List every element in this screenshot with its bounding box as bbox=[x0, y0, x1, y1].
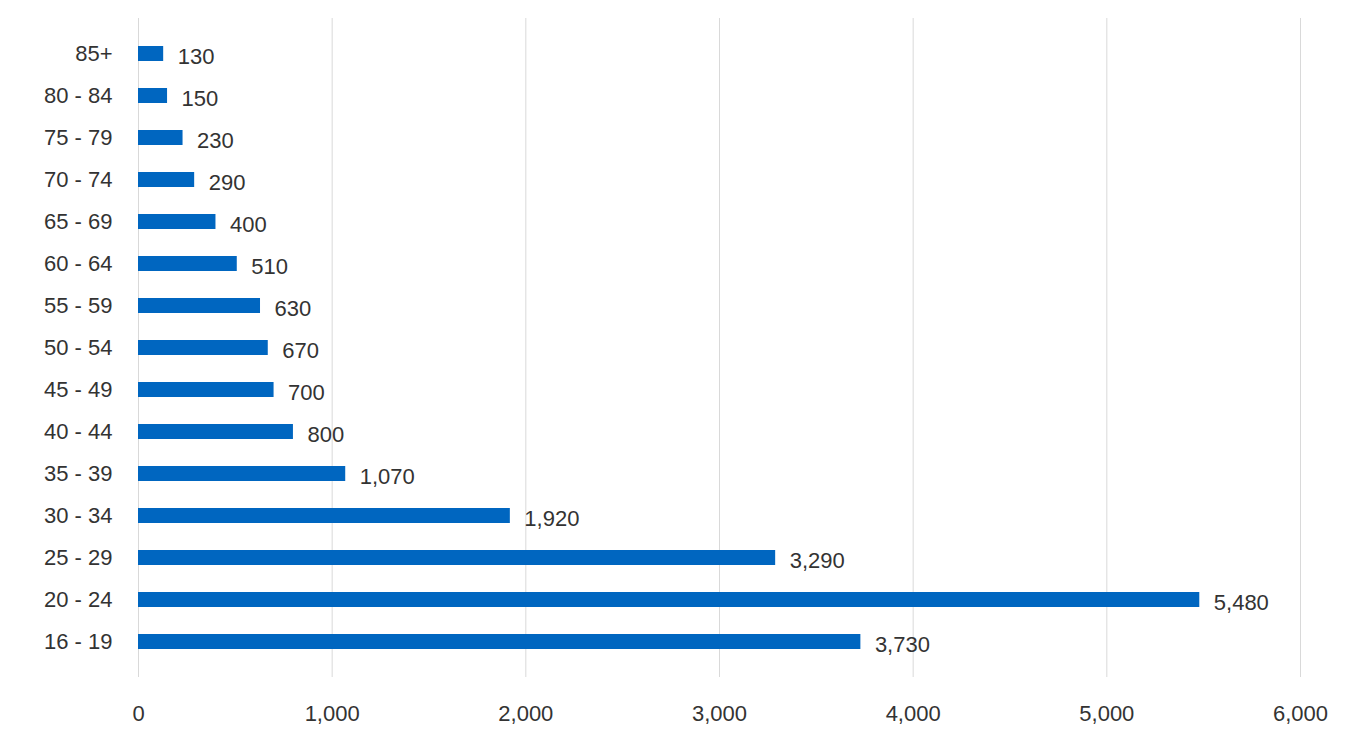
svg-text:65 - 69: 65 - 69 bbox=[44, 209, 113, 234]
svg-text:55 - 59: 55 - 59 bbox=[44, 293, 113, 318]
svg-text:150: 150 bbox=[182, 86, 219, 111]
svg-text:4,000: 4,000 bbox=[886, 701, 941, 726]
svg-text:80 - 84: 80 - 84 bbox=[44, 83, 113, 108]
svg-text:2,000: 2,000 bbox=[498, 701, 553, 726]
svg-text:670: 670 bbox=[282, 338, 319, 363]
svg-text:35 - 39: 35 - 39 bbox=[44, 461, 113, 486]
svg-text:20 - 24: 20 - 24 bbox=[44, 587, 113, 612]
svg-text:3,730: 3,730 bbox=[875, 632, 930, 657]
svg-text:1,920: 1,920 bbox=[524, 506, 579, 531]
svg-text:70 - 74: 70 - 74 bbox=[44, 167, 113, 192]
svg-text:85+: 85+ bbox=[75, 41, 112, 66]
svg-text:6,000: 6,000 bbox=[1273, 701, 1328, 726]
svg-text:1,070: 1,070 bbox=[360, 464, 415, 489]
svg-text:75 - 79: 75 - 79 bbox=[44, 125, 113, 150]
svg-text:40 - 44: 40 - 44 bbox=[44, 419, 113, 444]
svg-text:700: 700 bbox=[288, 380, 325, 405]
svg-text:3,000: 3,000 bbox=[692, 701, 747, 726]
svg-text:0: 0 bbox=[132, 701, 144, 726]
svg-text:60 - 64: 60 - 64 bbox=[44, 251, 113, 276]
svg-text:16 - 19: 16 - 19 bbox=[44, 629, 113, 654]
svg-text:290: 290 bbox=[209, 170, 246, 195]
svg-text:5,480: 5,480 bbox=[1214, 590, 1269, 615]
svg-text:400: 400 bbox=[230, 212, 267, 237]
svg-text:3,290: 3,290 bbox=[790, 548, 845, 573]
svg-text:25 - 29: 25 - 29 bbox=[44, 545, 113, 570]
svg-text:510: 510 bbox=[251, 254, 288, 279]
svg-text:50 - 54: 50 - 54 bbox=[44, 335, 113, 360]
svg-text:45 - 49: 45 - 49 bbox=[44, 377, 113, 402]
svg-text:5,000: 5,000 bbox=[1079, 701, 1134, 726]
svg-text:230: 230 bbox=[197, 128, 234, 153]
svg-text:30 - 34: 30 - 34 bbox=[44, 503, 113, 528]
svg-text:130: 130 bbox=[178, 44, 215, 69]
svg-text:800: 800 bbox=[307, 422, 344, 447]
svg-text:630: 630 bbox=[275, 296, 312, 321]
svg-text:1,000: 1,000 bbox=[305, 701, 360, 726]
